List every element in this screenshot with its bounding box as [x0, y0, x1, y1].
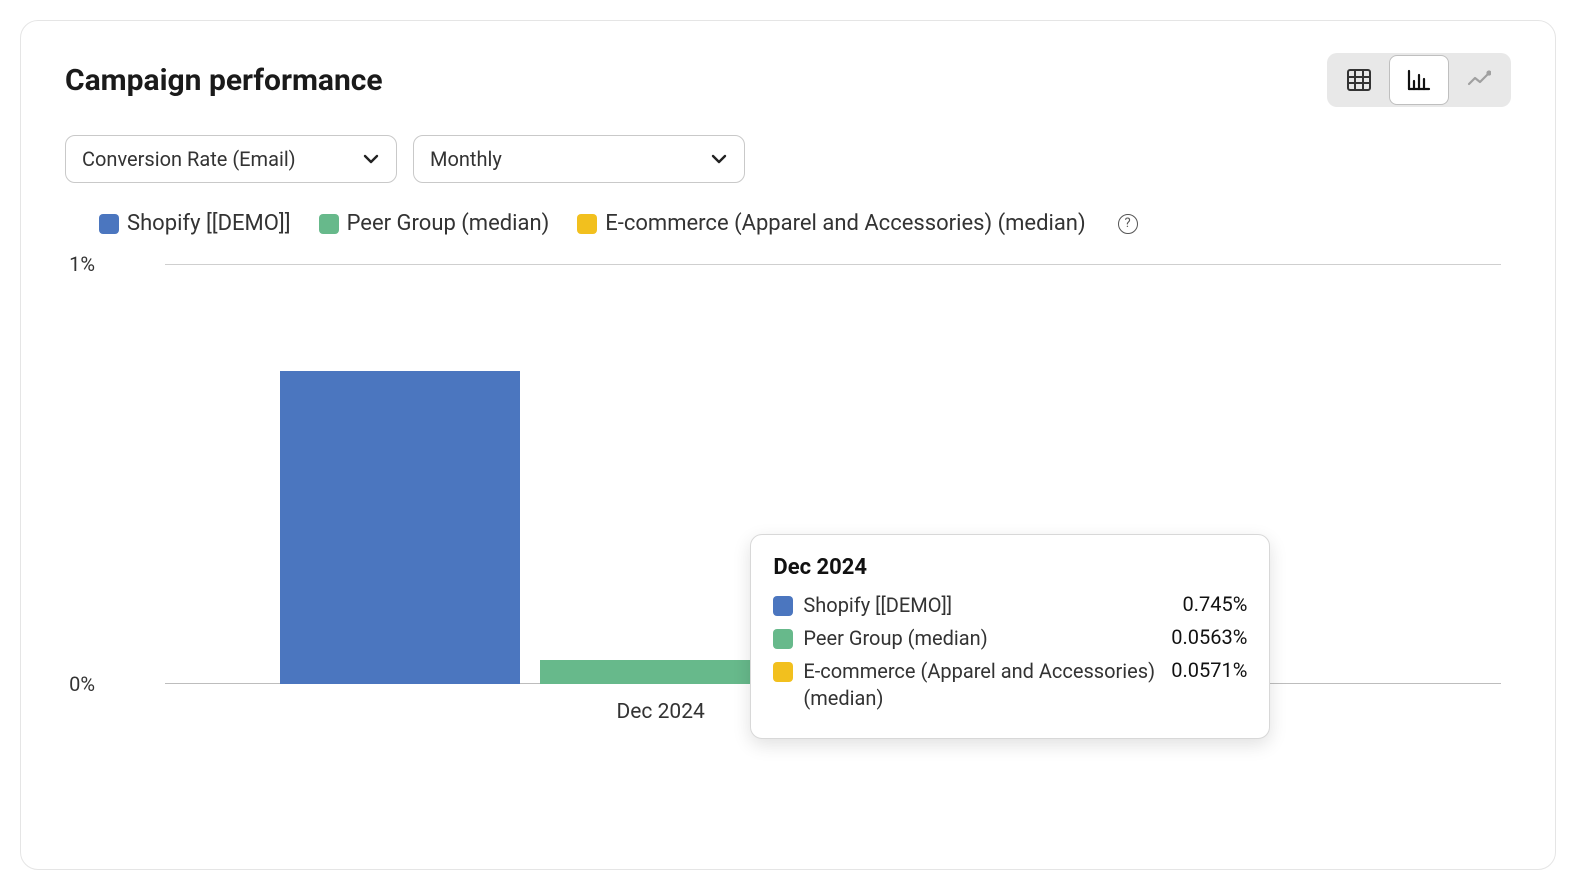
- chevron-down-icon: [710, 150, 728, 168]
- legend-label: Shopify [[DEMO]]: [127, 211, 291, 236]
- chart-tooltip: Dec 2024 Shopify [[DEMO]] 0.745% Peer Grou…: [750, 534, 1270, 739]
- legend-item[interactable]: E-commerce (Apparel and Accessories) (me…: [577, 211, 1085, 236]
- x-axis-label: Dec 2024: [616, 700, 704, 724]
- legend-item[interactable]: Shopify [[DEMO]]: [99, 211, 291, 236]
- table-icon: [1347, 69, 1371, 91]
- y-tick-label: 0%: [35, 672, 95, 696]
- bar[interactable]: [540, 660, 780, 684]
- legend-label: E-commerce (Apparel and Accessories) (me…: [605, 211, 1085, 236]
- tooltip-value: 0.0563%: [1171, 625, 1247, 649]
- tooltip-row: Peer Group (median) 0.0563%: [773, 625, 1247, 652]
- tooltip-swatch: [773, 596, 793, 616]
- legend-swatch: [577, 214, 597, 234]
- tooltip-title: Dec 2024: [773, 555, 1247, 580]
- legend-swatch: [319, 214, 339, 234]
- tooltip-row: Shopify [[DEMO]] 0.745%: [773, 592, 1247, 619]
- tooltip-label: Peer Group (median): [803, 625, 1161, 652]
- tooltip-row: E-commerce (Apparel and Accessories) (me…: [773, 658, 1247, 712]
- view-toggle: [1327, 53, 1511, 107]
- tooltip-value: 0.745%: [1183, 592, 1248, 616]
- chevron-down-icon: [362, 150, 380, 168]
- metric-select[interactable]: Conversion Rate (Email): [65, 135, 397, 183]
- help-icon[interactable]: ?: [1118, 214, 1138, 234]
- view-bar-button[interactable]: [1389, 55, 1449, 105]
- tooltip-label: Shopify [[DEMO]]: [803, 592, 1172, 619]
- legend: Shopify [[DEMO]] Peer Group (median) E-com…: [65, 211, 1511, 236]
- y-tick-label: 1%: [35, 252, 95, 276]
- tooltip-swatch: [773, 662, 793, 682]
- legend-label: Peer Group (median): [347, 211, 550, 236]
- chart-area: 0%1% Dec 2024 Dec 2024 Shopify [[DEMO]]0…: [111, 264, 1501, 744]
- campaign-performance-card: Campaign performance: [20, 20, 1556, 870]
- bar[interactable]: [280, 371, 520, 684]
- legend-swatch: [99, 214, 119, 234]
- period-select[interactable]: Monthly: [413, 135, 745, 183]
- tooltip-label: E-commerce (Apparel and Accessories) (me…: [803, 658, 1161, 712]
- view-line-button[interactable]: [1449, 55, 1509, 105]
- bar-chart-icon: [1407, 69, 1431, 91]
- gridline: [165, 264, 1501, 265]
- card-title: Campaign performance: [65, 63, 383, 98]
- period-select-value: Monthly: [430, 147, 502, 171]
- tooltip-swatch: [773, 629, 793, 649]
- metric-select-value: Conversion Rate (Email): [82, 147, 296, 171]
- tooltip-body: Shopify [[DEMO]] 0.745% Peer Group (median…: [773, 592, 1247, 712]
- header-row: Campaign performance: [65, 53, 1511, 107]
- legend-item[interactable]: Peer Group (median): [319, 211, 550, 236]
- y-axis: 0%1%: [105, 264, 155, 684]
- line-chart-icon: [1467, 70, 1491, 90]
- filters-row: Conversion Rate (Email) Monthly: [65, 135, 1511, 183]
- tooltip-value: 0.0571%: [1171, 658, 1247, 682]
- view-table-button[interactable]: [1329, 55, 1389, 105]
